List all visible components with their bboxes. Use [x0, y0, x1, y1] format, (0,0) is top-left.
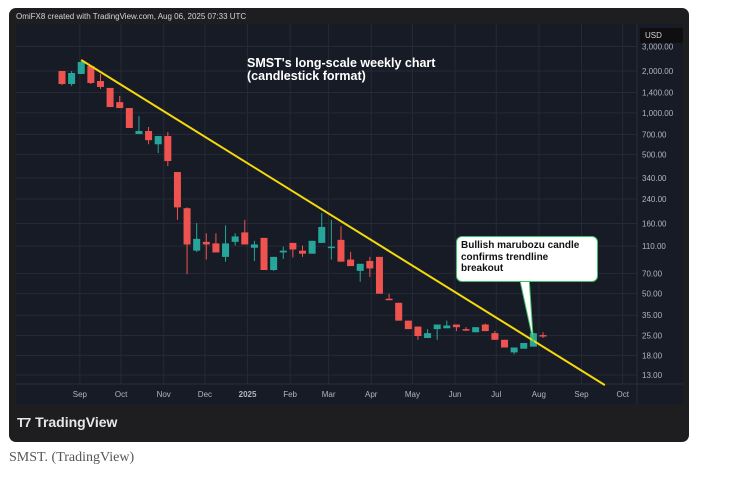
candle-body[interactable] — [462, 329, 470, 331]
candle-body[interactable] — [183, 208, 191, 245]
candle-body[interactable] — [125, 108, 133, 128]
candle-body[interactable] — [106, 87, 114, 108]
x-tick-label: Apr — [365, 390, 378, 399]
x-tick-label: Dec — [198, 390, 212, 399]
figure-caption: SMST. (TradingView) — [9, 450, 135, 465]
candle-body[interactable] — [337, 239, 345, 262]
y-tick-label: 70.00 — [642, 269, 663, 278]
candle-body[interactable] — [68, 72, 76, 84]
candle-body[interactable] — [539, 335, 547, 337]
candle-body[interactable] — [356, 263, 364, 271]
candle-body[interactable] — [395, 302, 403, 321]
y-tick-label: 500.00 — [642, 151, 667, 160]
candle-body[interactable] — [270, 256, 278, 271]
chart-title: SMST's long-scale weekly chart (candlest… — [247, 57, 435, 83]
candle-body[interactable] — [308, 240, 316, 254]
candle-body[interactable] — [116, 102, 124, 109]
candle-body[interactable] — [173, 172, 181, 208]
candle-body[interactable] — [375, 256, 383, 294]
x-tick-label: Oct — [616, 390, 629, 399]
x-tick-label: Aug — [532, 390, 546, 399]
candle-body[interactable] — [433, 324, 441, 330]
candle-body[interactable] — [87, 66, 95, 83]
y-tick-label: 18.00 — [642, 351, 663, 360]
candle-body[interactable] — [241, 232, 249, 245]
currency-label[interactable]: USD — [640, 28, 683, 43]
candle-body[interactable] — [231, 236, 239, 242]
candle-body[interactable] — [366, 260, 374, 269]
candle-body[interactable] — [193, 238, 201, 251]
candle-body[interactable] — [452, 324, 460, 328]
candle-body[interactable] — [202, 241, 210, 245]
candle-body[interactable] — [472, 327, 480, 333]
candle-body[interactable] — [154, 136, 162, 145]
y-tick-label: 1,000.00 — [642, 109, 674, 118]
candle-body[interactable] — [347, 259, 355, 267]
y-tick-label: 50.00 — [642, 290, 663, 299]
x-tick-label: Jun — [449, 390, 462, 399]
annotation-callout: Bullish marubozu candle confirms trendli… — [456, 236, 598, 282]
y-tick-label: 25.00 — [642, 332, 663, 341]
x-tick-label: Mar — [322, 390, 336, 399]
candle-body[interactable] — [520, 342, 528, 349]
candle-body[interactable] — [414, 326, 422, 337]
x-tick-label: Nov — [157, 390, 171, 399]
candle-body[interactable] — [443, 325, 451, 329]
y-tick-label: 35.00 — [642, 311, 663, 320]
candle-body[interactable] — [58, 71, 66, 84]
candle-body[interactable] — [491, 333, 499, 340]
candle-body[interactable] — [481, 324, 489, 332]
x-tick-label: Feb — [283, 390, 297, 399]
candle-body[interactable] — [510, 347, 518, 353]
x-tick-label: Sep — [574, 390, 589, 399]
y-tick-label: 2,000.00 — [642, 67, 674, 76]
y-tick-label: 700.00 — [642, 130, 667, 139]
candle-body[interactable] — [96, 81, 104, 87]
logo-text: TradingView — [35, 414, 118, 430]
x-tick-label: Sep — [73, 390, 88, 399]
candle-body[interactable] — [299, 250, 306, 254]
candle-body[interactable] — [77, 61, 85, 74]
candle-body[interactable] — [501, 339, 509, 348]
candle-body[interactable] — [327, 246, 335, 249]
candle-body[interactable] — [424, 333, 432, 338]
candle-body[interactable] — [135, 131, 143, 135]
trendline[interactable] — [80, 59, 606, 386]
tradingview-logo[interactable]: T7 TradingView — [17, 414, 117, 430]
chart-title-line: SMST's long-scale weekly chart — [247, 56, 436, 70]
candle-body[interactable] — [279, 250, 287, 253]
x-tick-label: Jul — [491, 390, 501, 399]
candle-body[interactable] — [145, 131, 153, 141]
chart-title-line: (candlestick format) — [247, 69, 366, 83]
y-tick-label: 13.00 — [642, 371, 663, 380]
candle-body[interactable] — [250, 244, 258, 248]
candle-body[interactable] — [164, 136, 172, 162]
chart-credit: OmiFX8 created with TradingView.com, Aug… — [16, 12, 247, 21]
tradingview-logo-icon: T7 — [17, 414, 31, 430]
y-tick-label: 3,000.00 — [642, 43, 674, 52]
candle-body[interactable] — [385, 298, 393, 301]
x-tick-label: Oct — [115, 390, 128, 399]
candle-body[interactable] — [404, 320, 412, 330]
candle-body[interactable] — [222, 243, 230, 257]
y-tick-label: 240.00 — [642, 195, 667, 204]
candle-body[interactable] — [289, 242, 297, 250]
candle-body[interactable] — [318, 226, 326, 243]
y-tick-label: 110.00 — [642, 242, 666, 251]
candle-body[interactable] — [212, 243, 220, 253]
x-tick-label: 2025 — [239, 390, 257, 399]
y-tick-label: 1,400.00 — [642, 89, 674, 98]
x-tick-label: May — [405, 390, 420, 399]
y-tick-label: 340.00 — [642, 174, 667, 183]
y-tick-label: 160.00 — [642, 219, 667, 228]
candle-body[interactable] — [260, 237, 268, 271]
